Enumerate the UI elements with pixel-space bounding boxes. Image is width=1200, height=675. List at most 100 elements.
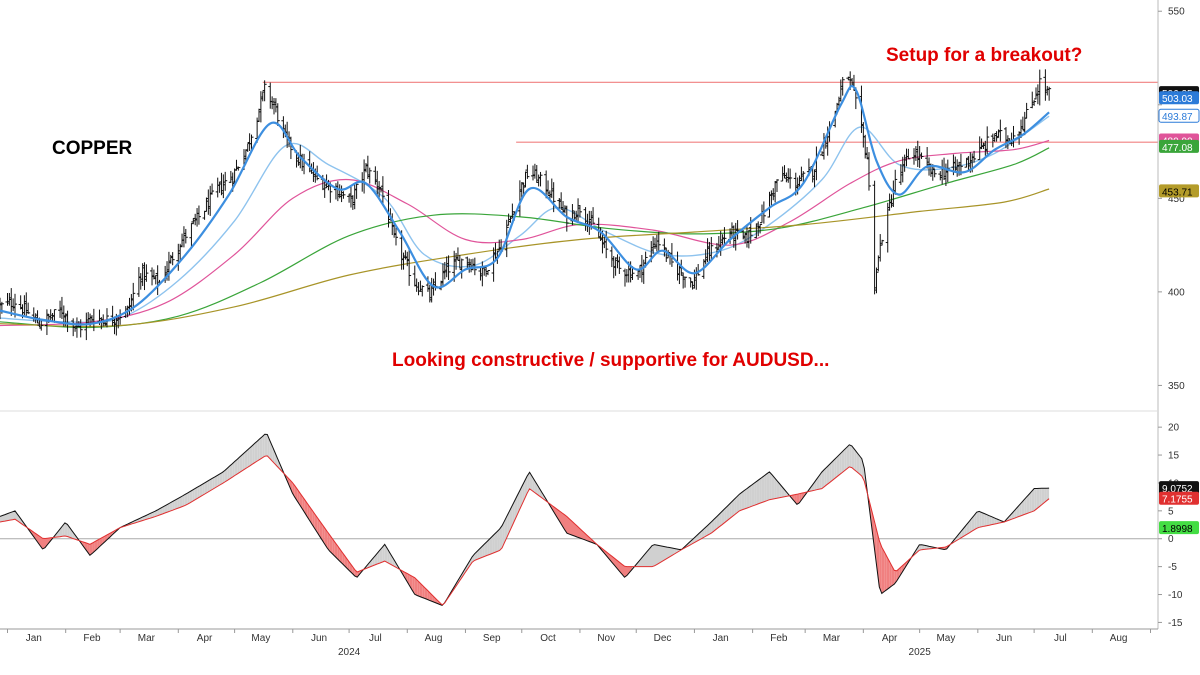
oscillator-fill — [514, 495, 518, 521]
oscillator-fill — [327, 531, 330, 552]
oscillator-fill — [342, 552, 345, 566]
oscillator-fill — [242, 452, 245, 471]
oscillator-fill — [479, 546, 483, 559]
oscillator-fill — [189, 490, 193, 503]
oscillator-fill — [744, 488, 747, 509]
oscillator-fill — [971, 515, 975, 532]
oscillator-fill — [969, 518, 972, 533]
x-tick-label: Jul — [1054, 633, 1067, 644]
oscillator-fill — [569, 519, 572, 536]
lower-y-tick-label: -15 — [1168, 618, 1183, 629]
x-tick-label: Apr — [882, 633, 898, 644]
x-tick-label: Jun — [996, 633, 1012, 644]
oscillator-fill — [769, 471, 772, 500]
oscillator-fill — [229, 463, 233, 479]
oscillator-fill — [197, 485, 200, 499]
oscillator-fill — [966, 521, 970, 535]
oscillator-fill — [527, 472, 530, 494]
oscillator-fill — [1041, 488, 1045, 505]
oscillator-fill — [841, 449, 845, 473]
oscillator-fill — [1026, 494, 1030, 514]
moving-average-fast-line — [0, 84, 1050, 326]
oscillator-fill — [257, 438, 260, 461]
oscillator-fill — [662, 546, 665, 562]
x-tick-label: Jun — [311, 633, 327, 644]
moving-average-line — [0, 147, 1050, 329]
oscillator-fill — [404, 572, 408, 582]
oscillator-fill — [412, 576, 415, 595]
oscillator-fill — [557, 509, 560, 522]
oscillator-fill — [824, 467, 827, 487]
oscillator-fill — [337, 545, 340, 562]
oscillator-fill — [339, 548, 343, 564]
oscillator-fill — [369, 559, 373, 567]
oscillator-fill — [716, 514, 720, 529]
oscillator-fill — [709, 521, 712, 535]
oscillator-fill — [434, 597, 438, 604]
x-tick-label: May — [936, 633, 955, 644]
oscillator-fill — [654, 544, 657, 566]
oscillator-fill — [182, 494, 185, 507]
oscillator-fill — [587, 535, 590, 542]
oscillator-value-tag-bg — [1159, 521, 1199, 535]
oscillator-fill — [669, 547, 672, 557]
oscillator-fill — [1019, 502, 1022, 517]
oscillator-fill — [472, 553, 475, 563]
oscillator-fill — [167, 503, 170, 513]
oscillator-fill — [816, 475, 820, 490]
oscillator-fill — [1034, 488, 1037, 511]
lower-panel — [0, 433, 1158, 606]
oscillator-fill — [222, 470, 225, 484]
oscillator-fill — [974, 512, 977, 530]
oscillator-fill — [94, 540, 98, 551]
oscillator-fill — [874, 520, 877, 568]
oscillator-fill — [751, 483, 755, 507]
x-tick-label: Dec — [654, 633, 672, 644]
oscillator-fill — [567, 516, 570, 535]
oscillator-fill — [424, 587, 428, 600]
oscillator-fill — [784, 489, 787, 497]
oscillator-fill — [332, 538, 335, 557]
oscillator-fill — [477, 548, 480, 560]
oscillator-fill — [979, 511, 982, 528]
oscillator-value-tag-bg — [1159, 491, 1199, 505]
value-tag-bg — [1159, 91, 1199, 105]
oscillator-fill — [994, 517, 997, 525]
annotation-audusd: Looking constructive / supportive for AU… — [392, 350, 829, 371]
oscillator-line-red — [0, 455, 1050, 606]
oscillator-line-black — [0, 433, 1050, 606]
oscillator-fill — [881, 547, 885, 594]
oscillator-fill — [487, 539, 490, 556]
oscillator-fill — [1016, 505, 1020, 518]
x-tick-label: Jul — [369, 633, 382, 644]
oscillator-fill — [224, 468, 228, 482]
oscillator-fill — [57, 529, 60, 537]
oscillator-value-tag-text: 1.8998 — [1162, 524, 1193, 535]
oscillator-fill — [329, 534, 333, 554]
oscillator-fill — [317, 517, 320, 537]
oscillator-fill — [711, 518, 715, 533]
oscillator-fill — [164, 504, 168, 513]
oscillator-fill — [736, 494, 740, 513]
oscillator-fill — [509, 505, 513, 532]
value-tag-bg — [1158, 108, 1200, 123]
oscillator-fill — [1021, 499, 1025, 516]
oscillator-fill — [986, 514, 990, 526]
oscillator-fill — [484, 541, 488, 557]
oscillator-fill — [564, 514, 567, 534]
oscillator-fill — [741, 490, 745, 510]
oscillator-fill — [774, 477, 777, 499]
oscillator-fill — [861, 458, 865, 482]
oscillator-fill — [152, 511, 155, 518]
oscillator-fill — [821, 469, 825, 489]
oscillator-fill — [1039, 488, 1042, 507]
oscillator-fill — [92, 541, 95, 554]
oscillator-fill — [714, 516, 717, 531]
oscillator-fill — [407, 573, 410, 586]
oscillator-fill — [202, 482, 205, 496]
oscillator-fill — [791, 494, 795, 502]
oscillator-fill — [422, 585, 425, 599]
oscillator-fill — [819, 472, 822, 490]
oscillator-fill — [859, 455, 862, 477]
